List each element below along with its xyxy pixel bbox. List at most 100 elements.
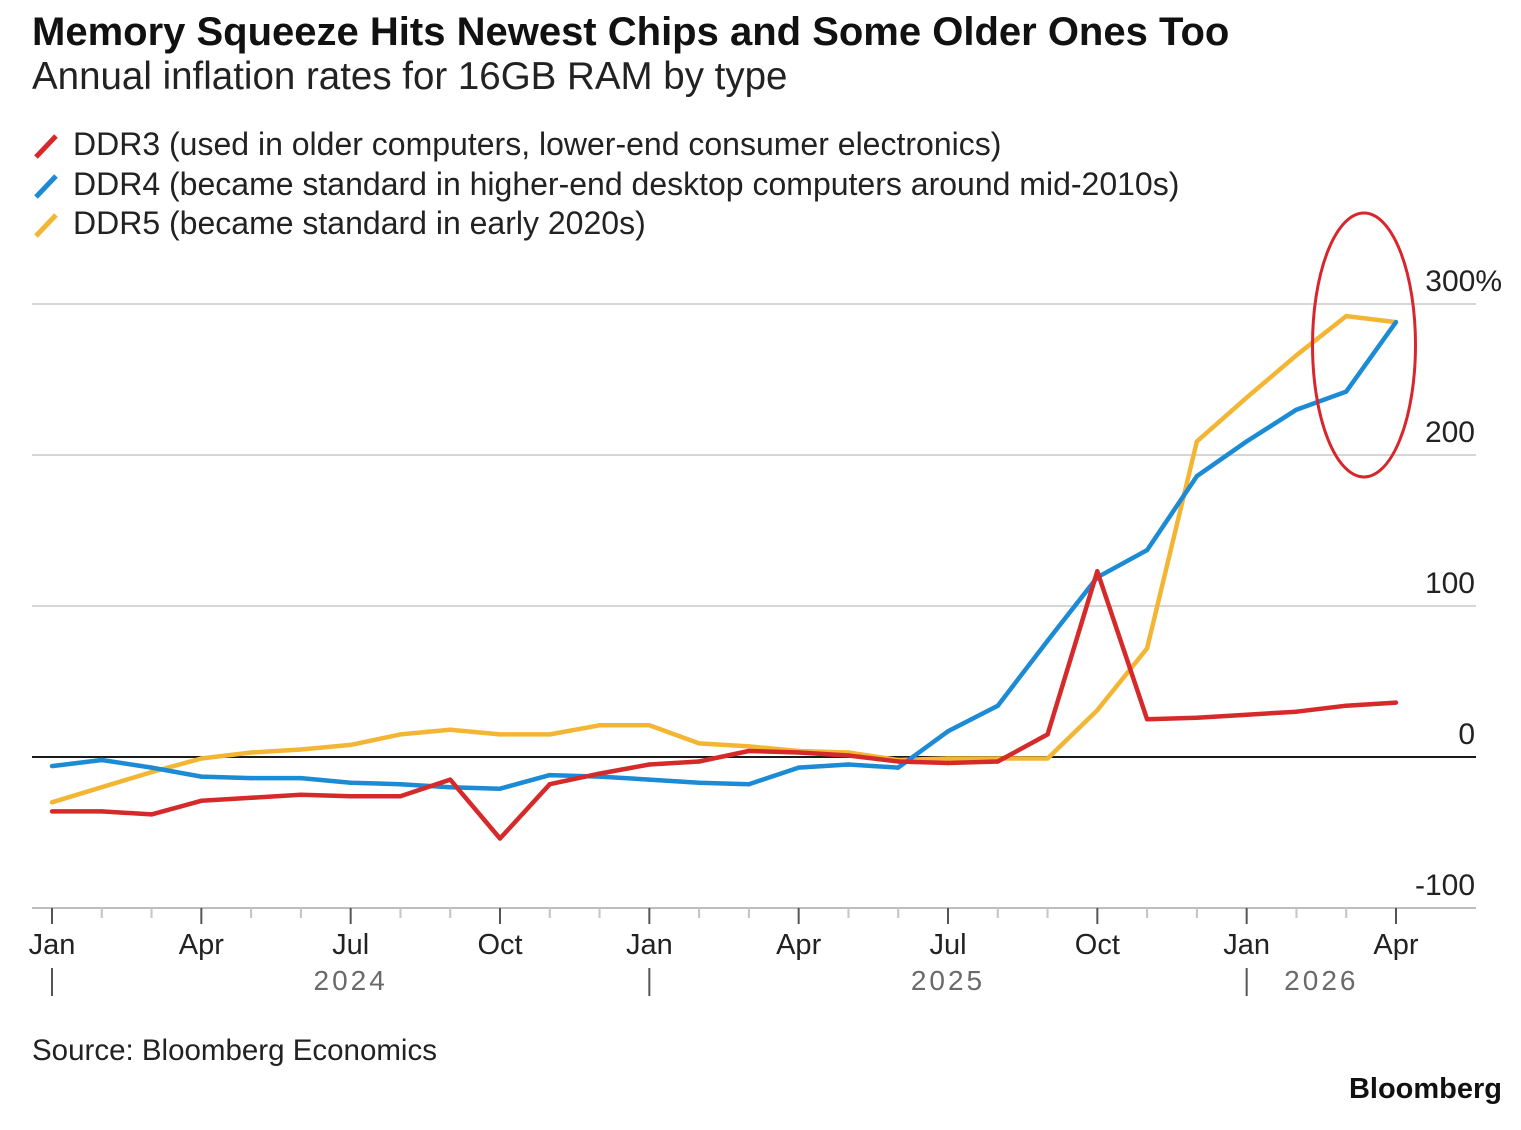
- y-tick-label: 0: [1458, 718, 1475, 751]
- data-point-ddr3: [149, 812, 154, 817]
- data-point-ddr5: [597, 723, 602, 728]
- data-point-ddr3: [1344, 703, 1349, 708]
- data-point-ddr4: [298, 775, 304, 781]
- data-point-ddr4: [1393, 319, 1399, 325]
- data-point-ddr5: [348, 742, 353, 748]
- data-point-ddr3: [696, 759, 702, 764]
- data-point-ddr4: [945, 729, 951, 734]
- legend-item-ddr3: DDR3 (used in older computers, lower-end…: [32, 128, 1232, 162]
- data-point-ddr5: [547, 732, 552, 737]
- x-tick-label: Apr: [1373, 929, 1418, 961]
- legend-marker-ddr4: [34, 174, 58, 199]
- data-point-ddr3: [547, 782, 552, 787]
- data-point-ddr4: [896, 765, 901, 770]
- data-point-ddr4: [1294, 407, 1299, 412]
- series-line-ddr5: [51, 313, 1397, 805]
- data-point-ddr5: [1294, 353, 1299, 358]
- data-point-ddr3: [1194, 715, 1200, 720]
- legend-label-ddr5: DDR5 (became standard in early 2020s): [73, 205, 646, 241]
- source-note: Source: Bloomberg Economics: [32, 1034, 437, 1067]
- data-point-ddr4: [995, 703, 1000, 708]
- data-point-ddr4: [248, 775, 254, 781]
- year-label: 2025: [911, 965, 985, 996]
- data-point-ddr4: [398, 782, 403, 787]
- y-tick-label: 100: [1425, 567, 1475, 600]
- x-tick-label: Oct: [477, 929, 522, 961]
- data-point-ddr3: [1144, 717, 1150, 722]
- data-point-ddr5: [497, 732, 503, 737]
- data-point-ddr3: [995, 759, 1000, 764]
- data-point-ddr4: [149, 765, 154, 770]
- legend-label-ddr3: DDR3 (used in older computers, lower-end…: [73, 126, 1002, 162]
- data-point-ddr3: [298, 792, 304, 797]
- data-point-ddr3: [199, 798, 204, 803]
- x-tick-label: Apr: [179, 929, 224, 961]
- x-tick-label: Jan: [29, 929, 76, 961]
- data-point-ddr5: [298, 747, 304, 752]
- data-point-ddr3: [448, 777, 453, 782]
- legend-swatch-ddr5: [34, 213, 58, 238]
- data-point-ddr4: [1144, 547, 1150, 553]
- data-point-ddr5: [696, 741, 702, 746]
- series-line-ddr4: [51, 320, 1398, 791]
- data-point-ddr3: [248, 795, 254, 800]
- year-label: 2026: [1284, 965, 1358, 996]
- data-point-ddr4: [647, 777, 652, 782]
- series-lines: [49, 313, 1399, 841]
- axes: 300% 200 100 0 -100 Jan Apr Jul Oct Jan Apr Jul Oct J…: [29, 265, 1502, 996]
- data-point-ddr5: [647, 723, 652, 728]
- data-point-ddr3: [49, 809, 55, 814]
- data-point-ddr3: [896, 759, 901, 764]
- data-point-ddr4: [796, 765, 801, 770]
- data-point-ddr3: [497, 836, 503, 841]
- data-point-ddr4: [746, 782, 752, 787]
- data-point-ddr4: [99, 757, 105, 763]
- legend-item-ddr5: DDR5 (became standard in early 2020s): [32, 207, 1232, 241]
- x-tick-label: Jan: [626, 929, 673, 961]
- data-point-ddr3: [348, 794, 353, 799]
- data-point-ddr4: [547, 772, 552, 778]
- data-point-ddr4: [199, 774, 204, 779]
- data-point-ddr5: [1344, 313, 1349, 319]
- data-point-ddr5: [448, 727, 453, 732]
- data-point-ddr4: [846, 762, 851, 767]
- data-point-ddr3: [846, 753, 851, 758]
- data-point-ddr5: [398, 732, 403, 737]
- data-point-ddr3: [796, 750, 801, 755]
- data-point-ddr3: [746, 748, 752, 754]
- data-point-ddr4: [448, 785, 453, 790]
- data-point-ddr3: [398, 794, 403, 799]
- series-ddr5: [49, 313, 1399, 805]
- highlight-ellipse: [1311, 211, 1417, 479]
- data-point-ddr5: [1144, 646, 1150, 651]
- series-line-ddr3: [52, 569, 1397, 841]
- data-point-ddr5: [1194, 439, 1200, 444]
- data-point-ddr5: [99, 785, 105, 790]
- data-point-ddr3: [597, 771, 602, 776]
- y-tick-label: -100: [1415, 869, 1475, 902]
- x-tick-label: Jan: [1223, 929, 1270, 961]
- chart-subtitle: Annual inflation rates for 16GB RAM by t…: [32, 55, 788, 98]
- data-point-ddr3: [647, 762, 652, 767]
- gridlines: [32, 303, 1476, 909]
- series-ddr4: [49, 319, 1399, 791]
- data-point-ddr3: [1095, 569, 1100, 574]
- legend-item-ddr4: DDR4 (became standard in higher-end desk…: [32, 168, 1232, 202]
- bloomberg-logo: Bloomberg: [1348, 1073, 1502, 1105]
- data-point-ddr4: [696, 780, 702, 785]
- x-tick-label: Oct: [1075, 929, 1120, 961]
- legend-label-ddr4: DDR4 (became standard in higher-end desk…: [73, 166, 1180, 202]
- data-point-ddr5: [199, 756, 204, 761]
- data-point-ddr5: [746, 744, 752, 749]
- data-point-ddr5: [149, 769, 154, 775]
- legend-swatch-ddr4: [34, 174, 58, 199]
- data-point-ddr3: [1045, 732, 1050, 737]
- x-tick-label: Jul: [929, 929, 966, 961]
- data-point-ddr5: [49, 800, 55, 805]
- data-point-ddr3: [1244, 712, 1249, 717]
- data-point-ddr4: [1045, 638, 1050, 643]
- data-point-ddr3: [99, 809, 105, 814]
- data-point-ddr4: [1244, 439, 1249, 444]
